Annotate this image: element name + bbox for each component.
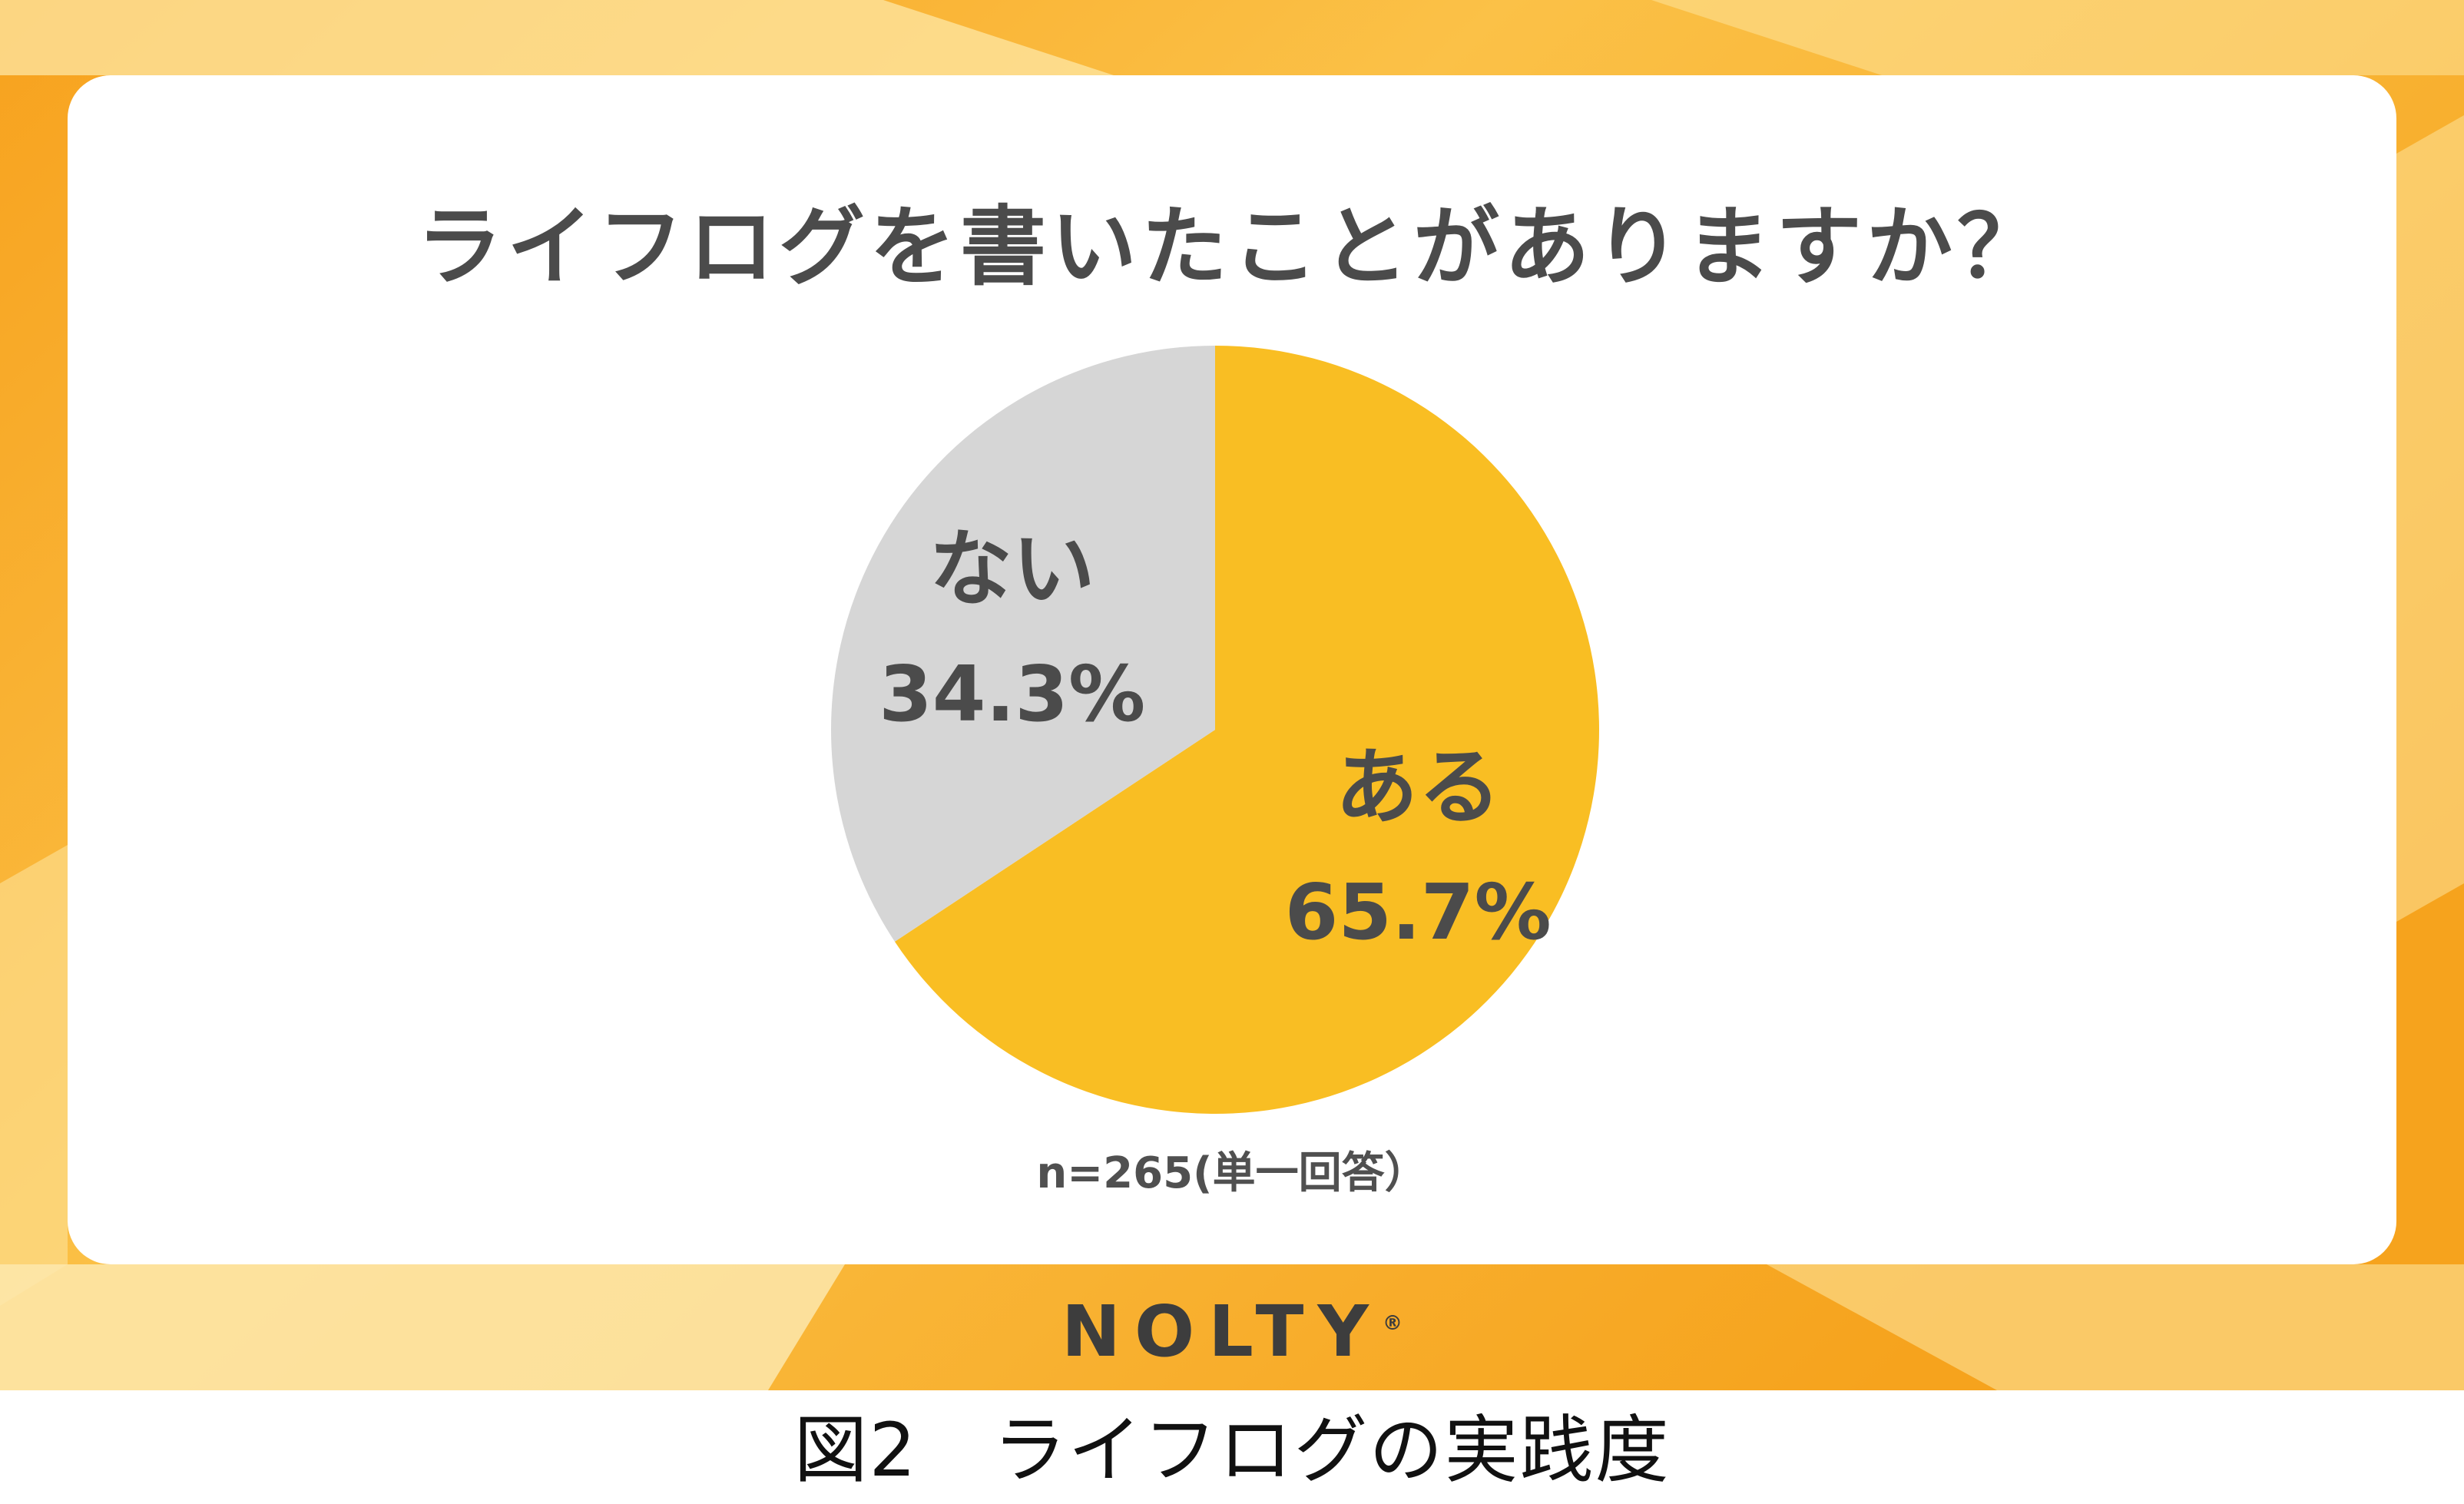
slice-value-0: 65.7% — [1285, 867, 1552, 957]
registered-mark: ® — [1382, 1312, 1403, 1335]
nolty-logo: NOLTY® — [0, 1297, 2464, 1367]
banner-stripe-right — [2396, 115, 2464, 922]
figure-caption: 図2 ライフログの実践度 — [793, 1407, 1671, 1493]
slice-value-1: 34.3% — [879, 649, 1145, 739]
banner-stripe-left — [0, 845, 68, 1306]
banner-stripe-bottom-left — [0, 1264, 845, 1390]
pie-chart: ある 65.7% ない 34.3% — [831, 346, 1599, 1115]
slice-label-0: ある — [1335, 740, 1501, 836]
banner-stripe-bottom-right — [1767, 1264, 2464, 1390]
slice-label-1: ない — [929, 522, 1095, 618]
sample-size-note: n=265(単一回答） — [1036, 1148, 1428, 1198]
chart-banner: ライフログを書いたことがありますか？ ある 65.7% ない 34.3% n=265(… — [0, 0, 2464, 1390]
banner-stripe-top-right — [1651, 0, 2464, 75]
brand-name: NOLTY — [1061, 1290, 1383, 1373]
banner-stripe-top — [0, 0, 1114, 75]
pie-slice-1 — [831, 346, 1215, 942]
pie-slice-0 — [894, 346, 1599, 1115]
chart-title: ライフログを書いたことがありますか？ — [416, 197, 2048, 297]
